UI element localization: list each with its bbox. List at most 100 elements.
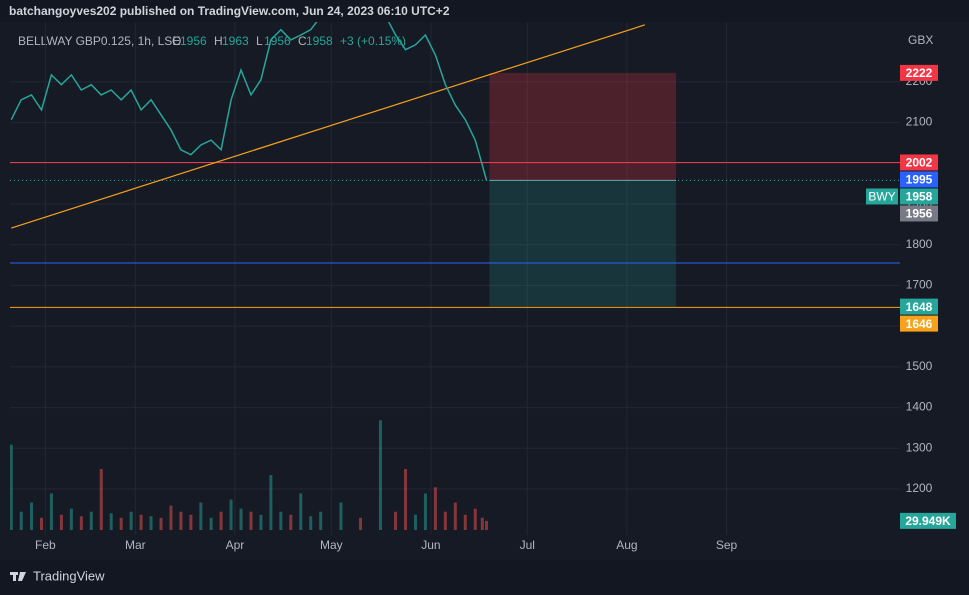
volume-bar <box>219 511 223 530</box>
volume-bar <box>59 514 63 530</box>
volume-bar <box>10 444 13 530</box>
y-tick-label: 1800 <box>906 237 933 251</box>
plot <box>10 22 900 535</box>
position-loss-zone <box>489 72 677 181</box>
volume-bar <box>129 511 133 530</box>
footer-brand: TradingView <box>33 568 105 583</box>
volume-bar <box>209 517 213 530</box>
y-tick-label: 1700 <box>906 278 933 292</box>
price-label-box <box>900 205 938 222</box>
y-tick-label: 1200 <box>906 481 933 495</box>
volume-bar <box>249 511 253 530</box>
volume-bar <box>30 502 34 530</box>
price-label: 1995 <box>906 173 933 187</box>
price-line <box>10 22 488 181</box>
volume-bar <box>239 508 243 530</box>
ohlc-label: H <box>214 34 223 48</box>
ohlc-label: C <box>298 34 307 48</box>
volume-bar <box>49 493 53 530</box>
volume-bar <box>279 511 283 530</box>
price-label-box <box>900 188 938 205</box>
chart-area <box>0 22 969 560</box>
volume-bar <box>473 508 477 530</box>
price-label: 1648 <box>906 300 933 314</box>
volume-bar <box>443 511 447 530</box>
volume-bar <box>359 517 363 530</box>
volume-bar <box>378 420 382 530</box>
x-tick-label: Feb <box>35 538 56 552</box>
volume-bar <box>99 469 103 530</box>
volume-bar <box>19 511 23 530</box>
volume-bar <box>423 493 427 530</box>
x-tick-label: Aug <box>616 538 637 552</box>
volume-bar <box>119 517 123 530</box>
position-profit-zone <box>489 180 677 307</box>
volume-bar <box>259 514 263 530</box>
volume-label-box <box>900 512 956 529</box>
logo <box>10 572 26 581</box>
x-tick-label: Jun <box>421 538 440 552</box>
ohlc-value: 1963 <box>222 34 249 48</box>
volume-bar <box>453 502 457 530</box>
volume-bar <box>299 493 303 530</box>
volume-bar <box>109 513 113 530</box>
volume-bar <box>89 511 93 530</box>
y-tick-label: 1400 <box>906 400 933 414</box>
price-label: 2002 <box>906 156 933 170</box>
y-tick-label: 1300 <box>906 440 933 454</box>
symbol: BELLWAY GBP0.125, 1h, LSE <box>18 34 180 48</box>
volume-bar <box>69 508 73 530</box>
ohlc-value: 1956 <box>180 34 207 48</box>
trend-line <box>11 24 646 229</box>
volume-bar <box>319 511 323 530</box>
volume-bar <box>484 520 488 530</box>
ohlc-label: O <box>172 34 181 48</box>
volume-bar <box>463 514 467 530</box>
ohlc-value: 1958 <box>306 34 333 48</box>
change: +3 (+0.15%) <box>340 34 406 48</box>
y-tick-label: 2100 <box>906 115 933 129</box>
volume-bar <box>269 475 273 530</box>
header: batchangoyves202 published on TradingVie… <box>9 4 450 18</box>
x-tick-label: Apr <box>226 538 245 552</box>
volume-bar <box>309 516 313 530</box>
price-label-box <box>900 298 938 315</box>
ohlc-value: 1956 <box>264 34 291 48</box>
volume-bar <box>433 487 437 530</box>
volume-bar <box>199 502 203 530</box>
volume-bar <box>79 516 83 530</box>
ticker-tag: BWY <box>868 190 895 204</box>
volume-bar <box>169 505 173 530</box>
price-label-box <box>900 171 938 188</box>
x-tick-label: Jul <box>520 538 535 552</box>
volume-bar <box>39 517 43 530</box>
volume-bar <box>339 502 343 530</box>
ohlc-label: L <box>256 34 263 48</box>
currency: GBX <box>908 33 933 47</box>
price-label: 1646 <box>906 317 933 331</box>
volume-bar <box>189 514 193 530</box>
volume-bar <box>149 516 153 530</box>
x-tick-label: Mar <box>125 538 146 552</box>
price-label-box <box>900 64 938 81</box>
volume-bar <box>289 514 293 530</box>
volume-bar <box>229 499 233 530</box>
x-tick-label: May <box>320 538 343 552</box>
price-label: 1956 <box>906 207 933 221</box>
volume-bar <box>179 511 183 530</box>
volume-label: 29.949K <box>905 514 951 528</box>
x-tick-label: Sep <box>716 538 738 552</box>
y-tick-label: 1500 <box>906 359 933 373</box>
volume-bar <box>159 517 163 530</box>
price-label-box <box>900 154 938 171</box>
price-label: 2222 <box>906 66 933 80</box>
volume-bar <box>413 514 417 530</box>
volume-bar <box>139 514 143 530</box>
price-label: 1958 <box>906 190 933 204</box>
volume-bar <box>404 469 408 530</box>
volume-bar <box>480 517 484 530</box>
price-label-box <box>900 315 938 332</box>
volume-bar <box>394 511 398 530</box>
ticker-tag-box <box>866 188 898 205</box>
